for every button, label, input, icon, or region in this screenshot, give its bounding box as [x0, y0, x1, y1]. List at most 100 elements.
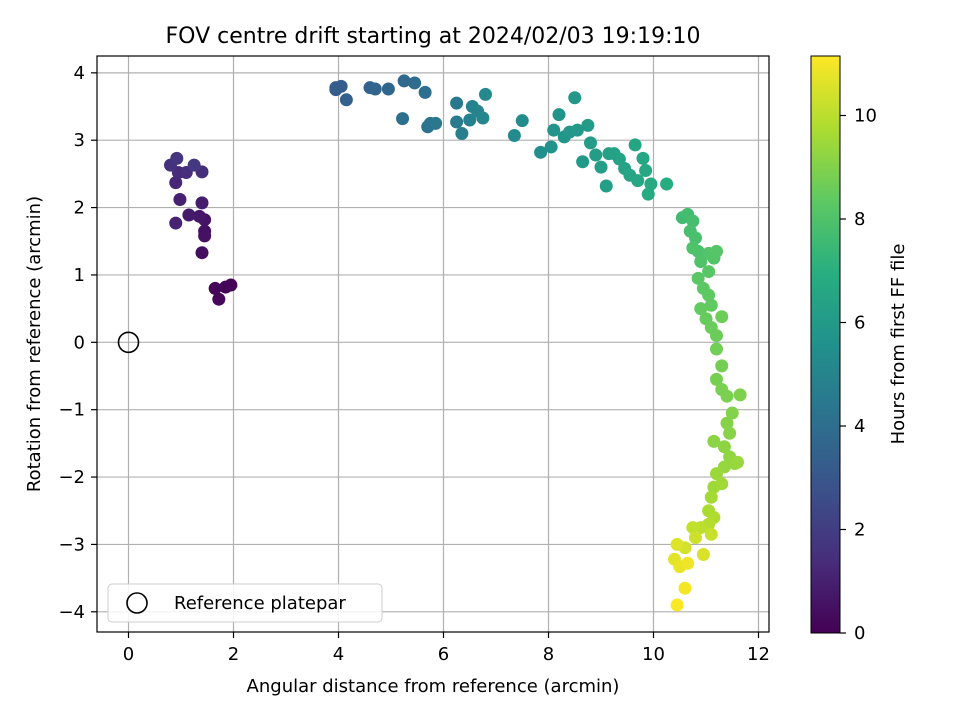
data-point — [594, 160, 608, 174]
data-point — [368, 82, 382, 96]
data-point — [170, 151, 184, 165]
reference-point — [117, 331, 140, 354]
x-tick-label: 2 — [228, 644, 239, 665]
data-point — [689, 231, 702, 245]
x-tick-label: 6 — [438, 644, 449, 665]
data-point — [631, 174, 645, 188]
legend-label: Reference platepar — [174, 593, 346, 614]
data-point — [450, 96, 464, 110]
legend-box — [107, 583, 383, 623]
data-point — [710, 342, 723, 356]
y-axis-label: Rotation from reference (arcmin) — [24, 196, 45, 492]
data-point — [381, 82, 395, 96]
data-point — [589, 148, 603, 162]
data-point — [219, 280, 233, 294]
data-point — [544, 140, 558, 154]
data-point — [408, 76, 422, 90]
data-point — [418, 85, 432, 99]
legend-marker — [126, 592, 148, 614]
data-point — [715, 477, 729, 491]
data-point — [187, 158, 201, 172]
data-point — [641, 187, 655, 201]
y-tick-label: −3 — [58, 534, 85, 555]
x-tick-label: 0 — [123, 644, 134, 665]
data-point — [686, 521, 700, 535]
data-point — [723, 426, 737, 440]
data-point — [552, 108, 566, 122]
data-point — [704, 490, 718, 504]
y-tick-label: −2 — [58, 467, 85, 488]
data-point — [715, 359, 729, 373]
x-tick-label: 10 — [642, 644, 665, 665]
data-point — [689, 531, 702, 545]
colorbar-tick-label: 2 — [854, 520, 865, 541]
data-point — [725, 406, 739, 420]
data-point — [717, 440, 731, 454]
data-point — [397, 74, 411, 88]
y-axis-ticks: 4 3 2 1 0 −1 −2 −3 −4 — [58, 63, 97, 623]
data-point — [396, 112, 410, 126]
y-tick-label: −4 — [58, 602, 85, 623]
data-point — [686, 241, 700, 255]
colorbar-gradient — [810, 55, 841, 634]
data-point — [710, 467, 723, 481]
colorbar: 0 2 4 6 8 10 Hours from first FF file — [810, 55, 909, 644]
data-point — [710, 329, 723, 343]
data-point — [694, 254, 708, 268]
x-tick-label: 12 — [747, 644, 770, 665]
colorbar-tick-label: 8 — [854, 209, 865, 230]
data-point — [660, 177, 674, 191]
data-point — [450, 115, 464, 129]
data-point — [208, 281, 222, 295]
reference-marker — [117, 331, 140, 354]
chart-title: FOV centre drift starting at 2024/02/03 … — [166, 24, 701, 49]
data-point — [710, 244, 723, 258]
grid-lines — [97, 56, 769, 632]
data-point — [182, 208, 196, 222]
data-point — [702, 265, 716, 279]
data-point — [584, 136, 597, 150]
data-point — [547, 123, 561, 137]
data-point — [534, 145, 548, 159]
data-point — [715, 310, 729, 324]
data-point — [670, 537, 684, 551]
data-point — [696, 548, 710, 562]
data-point — [710, 372, 723, 386]
data-point — [691, 271, 705, 285]
data-point — [681, 556, 695, 570]
data-point — [429, 116, 443, 130]
data-point — [515, 114, 529, 128]
data-point — [702, 288, 716, 302]
data-point — [628, 138, 642, 152]
data-point — [670, 598, 684, 612]
data-points — [164, 74, 747, 612]
colorbar-label: Hours from first FF file — [888, 244, 909, 445]
data-point — [704, 298, 718, 312]
y-tick-label: 0 — [74, 332, 85, 353]
data-point — [195, 246, 209, 260]
y-tick-label: 1 — [74, 265, 85, 286]
data-point — [731, 455, 744, 469]
data-point — [694, 302, 708, 316]
data-point — [581, 118, 595, 132]
plot-frame — [96, 55, 770, 633]
data-point — [198, 224, 212, 238]
colorbar-tick-label: 10 — [854, 106, 877, 127]
data-point — [212, 292, 226, 306]
x-axis-ticks: 0 2 4 6 8 10 12 — [123, 632, 770, 665]
colorbar-ticks: 0 2 4 6 8 10 — [840, 106, 877, 644]
x-axis-label: Angular distance from reference (arcmin) — [247, 676, 620, 697]
y-tick-label: −1 — [58, 400, 85, 421]
data-point — [568, 91, 582, 105]
data-point — [576, 155, 590, 169]
data-point — [678, 581, 692, 595]
data-point — [463, 113, 477, 127]
colorbar-tick-label: 0 — [854, 623, 865, 644]
data-point — [720, 416, 734, 430]
data-point — [733, 388, 747, 402]
data-point — [507, 128, 521, 142]
y-tick-label: 4 — [74, 63, 85, 84]
data-point — [339, 93, 353, 107]
